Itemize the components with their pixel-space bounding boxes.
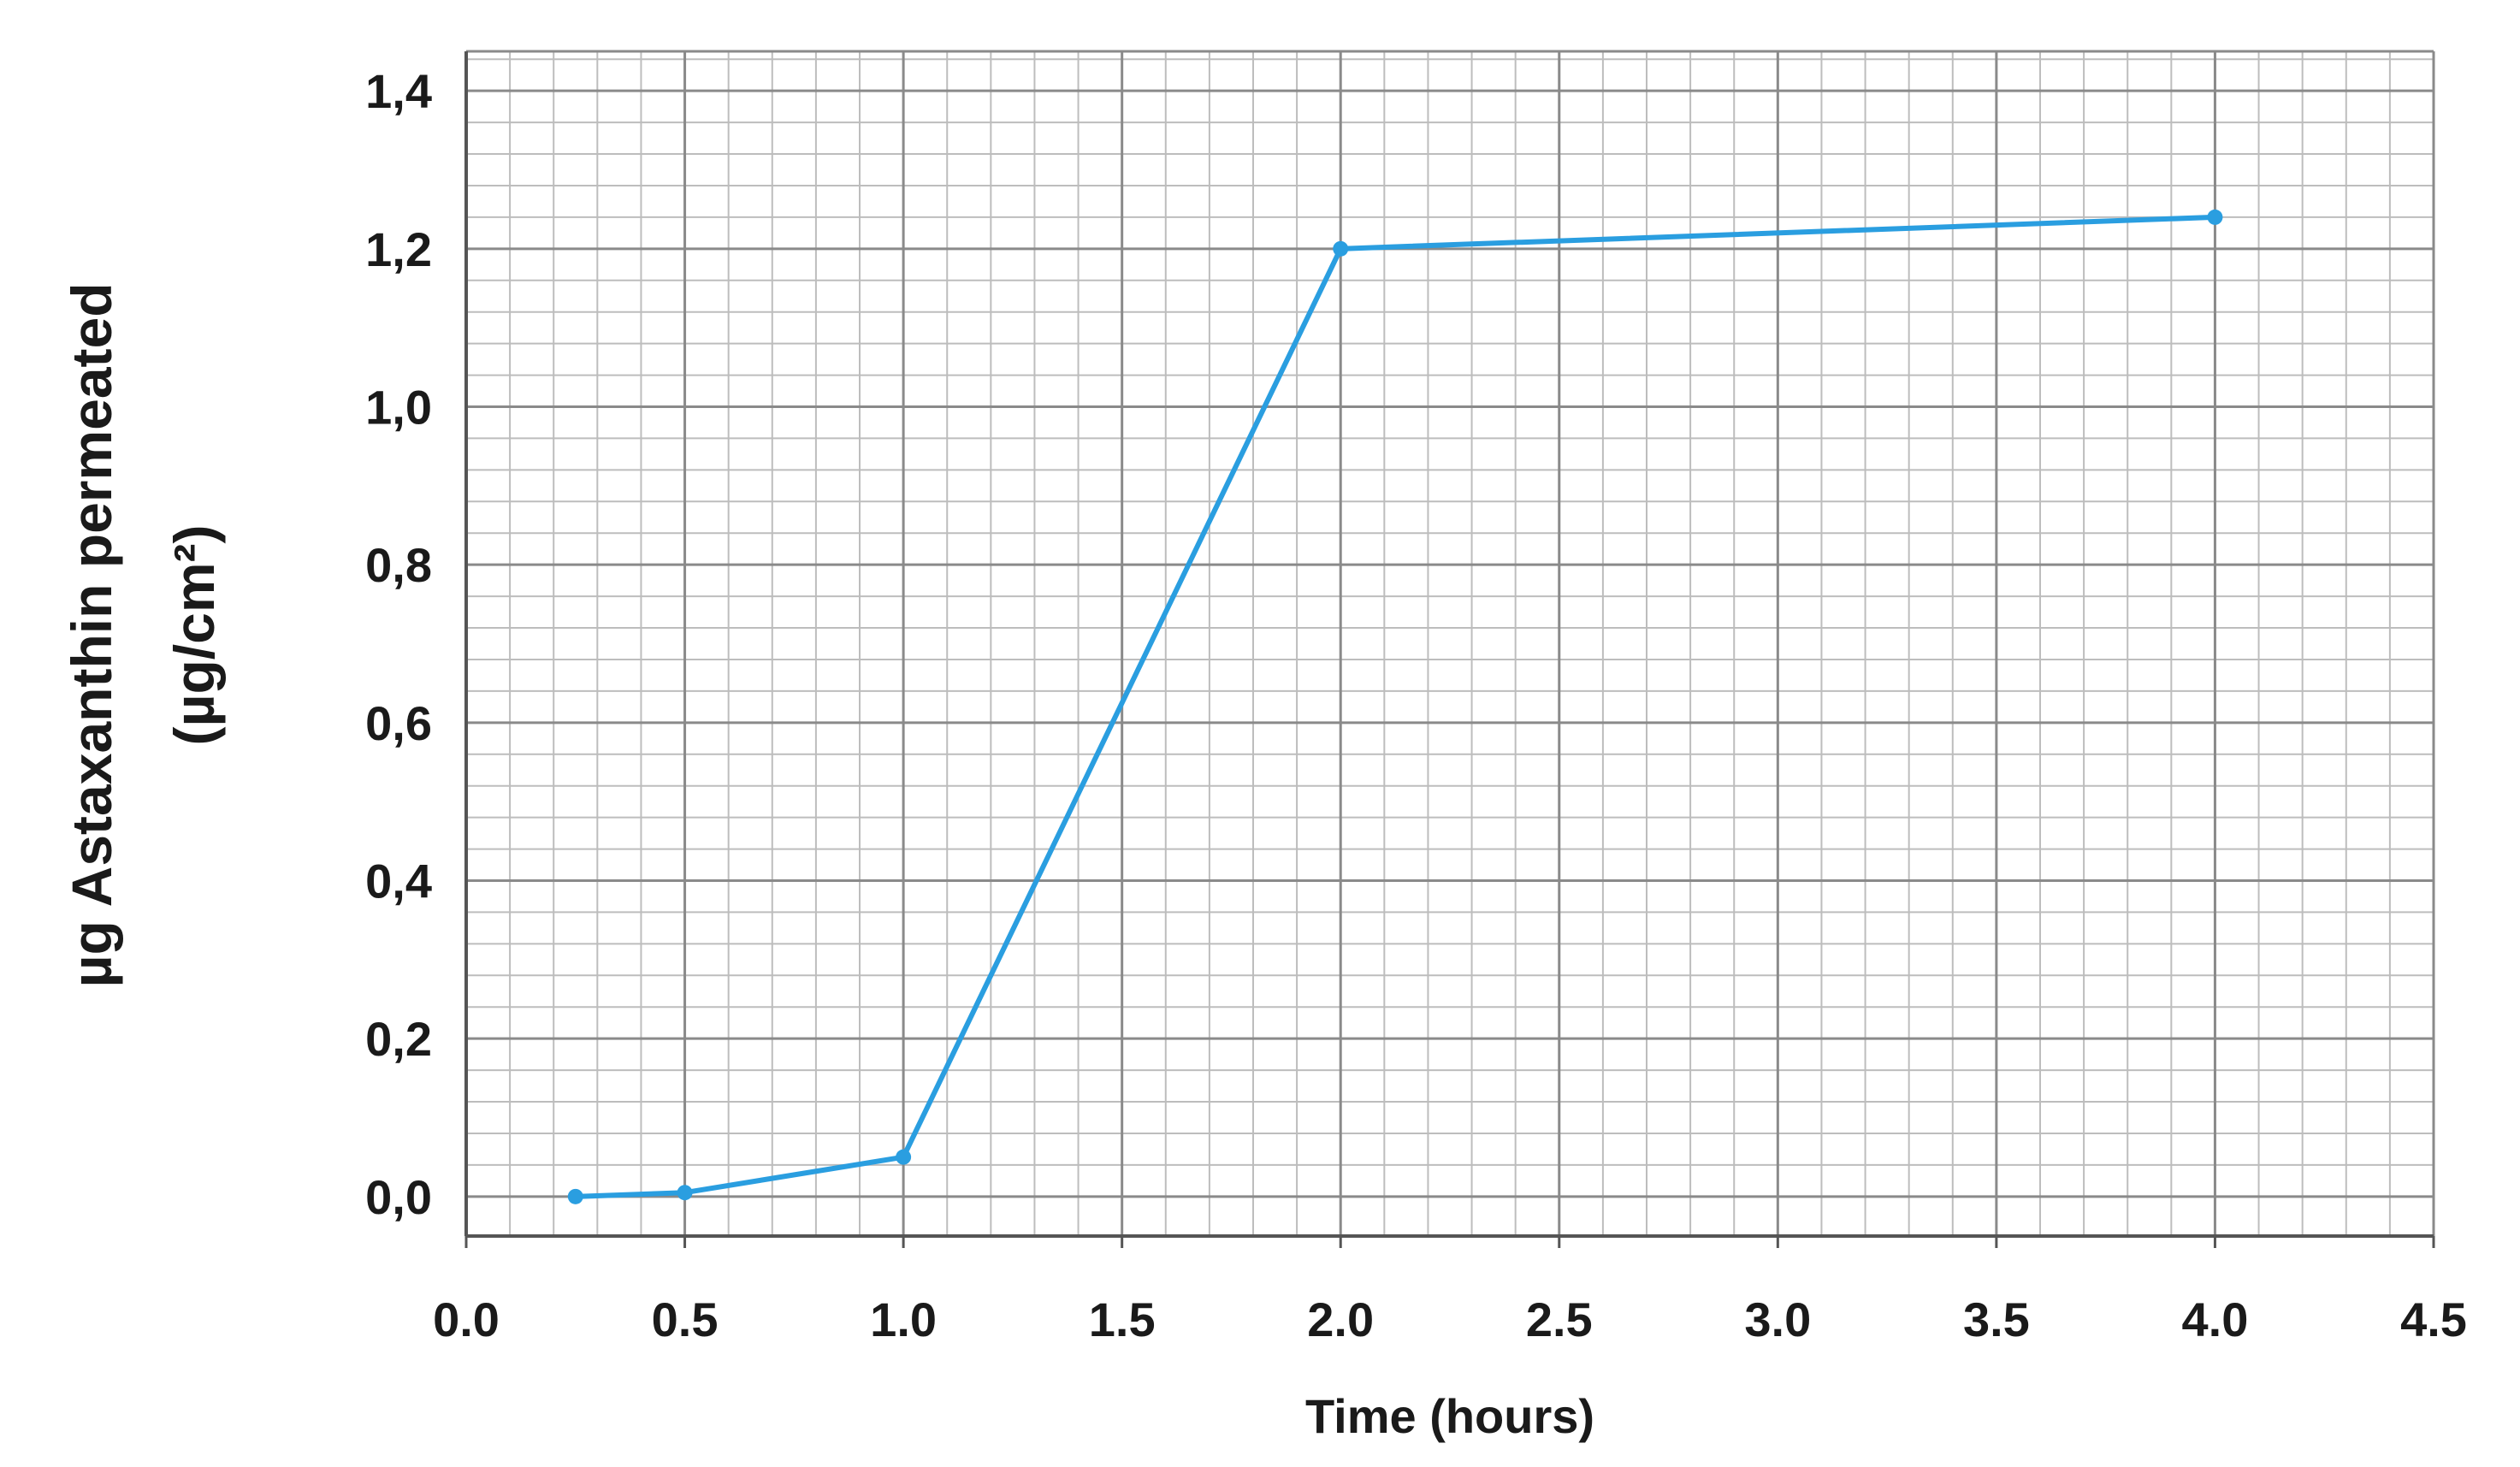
x-tick-label: 1.0 <box>870 1292 937 1346</box>
x-axis-title: Time (hours) <box>1305 1389 1594 1443</box>
series-line <box>572 214 2218 1199</box>
y-tick-label: 0,8 <box>365 538 432 592</box>
x-tick-labels: 0.0 0.5 1.0 1.5 2.0 2.5 3.0 3.5 4.0 4.5 <box>433 1292 2467 1346</box>
x-tick-label: 4.5 <box>2400 1292 2467 1346</box>
y-axis-title: µg Astaxanthin permeated (µg/cm²) <box>60 282 226 987</box>
x-tick-label: 3.0 <box>1744 1292 1811 1346</box>
minor-gridlines <box>466 51 2434 1236</box>
y-tick-label: 0,4 <box>365 855 432 908</box>
y-axis-title-line-1: µg Astaxanthin permeated <box>60 282 123 987</box>
x-tick-label: 4.0 <box>2182 1292 2249 1346</box>
data-point <box>1333 240 1349 257</box>
data-point <box>896 1149 912 1165</box>
major-gridlines <box>464 50 2435 1236</box>
y-tick-label: 0,6 <box>365 696 432 750</box>
x-tick-label: 3.5 <box>1963 1292 2030 1346</box>
y-tick-label: 0,0 <box>365 1170 432 1224</box>
data-point <box>567 1188 583 1204</box>
y-tick-label: 1,2 <box>365 222 432 276</box>
axes <box>464 51 2435 1248</box>
series-layer <box>567 209 2223 1204</box>
x-tick-label: 0.0 <box>433 1292 500 1346</box>
x-tick-label: 2.0 <box>1307 1292 1374 1346</box>
y-tick-labels: 0,0 0,2 0,4 0,6 0,8 1,0 1,2 1,4 <box>365 64 432 1224</box>
data-point <box>677 1185 693 1201</box>
x-tick-label: 0.5 <box>652 1292 719 1346</box>
x-tick-label: 1.5 <box>1089 1292 1156 1346</box>
data-point <box>2207 209 2223 225</box>
x-tick-label: 2.5 <box>1526 1292 1593 1346</box>
y-axis-title-line-2: (µg/cm²) <box>163 524 226 745</box>
y-tick-label: 1,4 <box>365 64 432 118</box>
y-tick-label: 1,0 <box>365 381 432 435</box>
y-tick-label: 0,2 <box>365 1012 432 1066</box>
